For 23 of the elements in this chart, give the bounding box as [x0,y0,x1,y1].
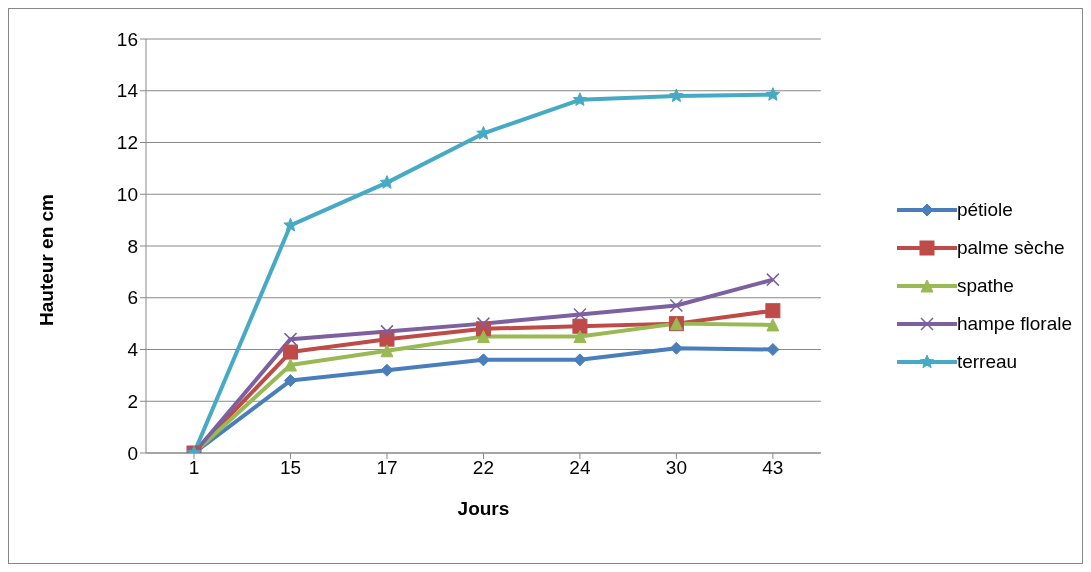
y-tick-label: 0 [127,442,138,464]
legend-label: palme sèche [956,237,1065,259]
x-tick-label: 17 [376,457,398,479]
x-tick-label: 43 [762,457,784,479]
x-tick-label: 30 [665,457,687,479]
y-tick-label: 12 [116,132,138,154]
legend-label: spathe [956,275,1014,297]
y-tick-label: 4 [127,339,139,361]
x-tick-label: 24 [569,457,591,479]
y-axis-title: Hauteur en cm [35,194,57,326]
y-tick-label: 14 [116,80,139,102]
legend-label: terreau [956,351,1018,373]
x-axis-title: Jours [457,498,510,519]
x-tick-label: 1 [188,457,200,479]
x-tick-label: 22 [472,457,495,479]
y-tick-label: 16 [116,28,138,50]
y-tick-label: 6 [127,287,138,309]
y-tick-label: 2 [127,390,138,412]
x-tick-label: 15 [279,457,302,479]
legend-label: pétiole [956,199,1013,221]
y-tick-label: 8 [127,235,138,257]
y-tick-label: 10 [116,183,138,205]
legend-label: hampe florale [956,313,1072,335]
